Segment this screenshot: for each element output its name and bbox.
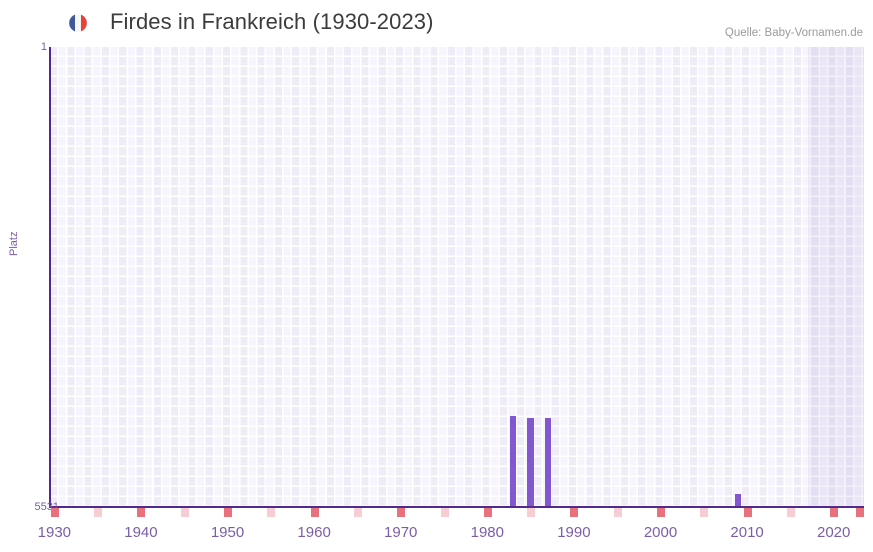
x-axis-tick-minor (527, 508, 536, 517)
y-axis-line (49, 47, 51, 508)
x-axis-tick-minor (786, 508, 795, 517)
y-axis-title: Platz (8, 231, 20, 256)
grid-background (50, 47, 864, 507)
x-axis-tick-label: 2020 (817, 524, 851, 541)
source-attribution: Quelle: Baby-Vornamen.de (724, 27, 863, 39)
x-axis-tick-major (50, 508, 59, 517)
x-axis-tick-minor (440, 508, 449, 517)
bar (509, 416, 517, 507)
x-axis-tick-major (224, 508, 233, 517)
x-axis-tick-minor (267, 508, 276, 517)
x-axis-tick-major (310, 508, 319, 517)
x-axis-tick-major (397, 508, 406, 517)
x-axis-tick-major (657, 508, 666, 517)
x-axis-tick-minor (94, 508, 103, 517)
x-axis-tick-label: 2000 (643, 524, 678, 541)
x-axis-tick-minor (180, 508, 189, 517)
bar (544, 418, 551, 507)
france-flag-icon (69, 14, 87, 32)
x-axis-tick-label: 1990 (557, 524, 591, 541)
x-axis-tick-label: 2010 (730, 524, 764, 541)
projection-shaded-region (808, 47, 864, 507)
x-axis-tick-minor (353, 508, 362, 517)
y-axis-tick-label-top: 1 (40, 41, 47, 53)
x-axis-tick-label: 1940 (124, 524, 158, 541)
x-axis-tick-major (743, 508, 752, 517)
x-axis-tick-label: 1970 (384, 524, 418, 541)
x-axis-tick-major (483, 508, 492, 517)
x-axis-tick-label: 1980 (470, 524, 504, 541)
x-axis-line (50, 506, 864, 508)
bar (735, 493, 742, 507)
plot-area (50, 47, 864, 507)
page-title: Firdes in Frankreich (1930-2023) (110, 9, 434, 34)
x-axis-tick-major (570, 508, 579, 517)
x-axis-tick-major (830, 508, 839, 517)
x-axis-tick-label: 1930 (37, 524, 72, 541)
x-axis-tick-major (856, 508, 864, 517)
x-axis-tick-minor (613, 508, 622, 517)
chart-header: Firdes in Frankreich (1930-2023) Quelle:… (0, 0, 873, 44)
x-axis-tick-minor (700, 508, 709, 517)
x-axis-tick-label: 1960 (297, 524, 331, 541)
bar (527, 418, 534, 507)
x-axis-tick-label: 1950 (210, 524, 245, 541)
x-axis-tick-major (137, 508, 146, 517)
